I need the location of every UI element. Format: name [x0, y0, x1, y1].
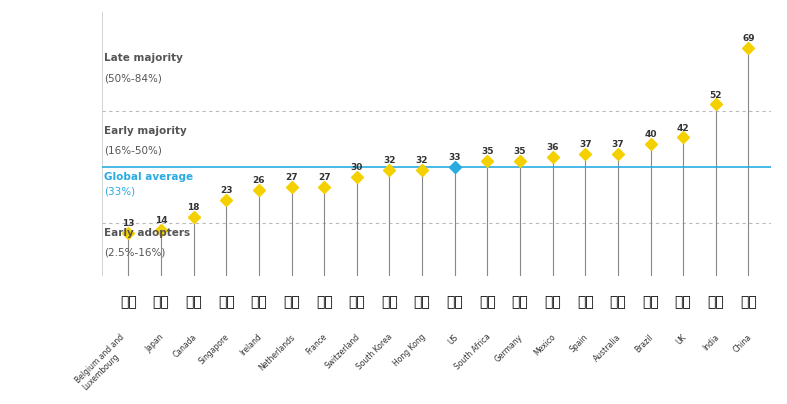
Text: (50%-84%): (50%-84%) [104, 73, 162, 83]
Text: 18: 18 [187, 203, 200, 212]
Text: (2.5%-16%): (2.5%-16%) [104, 248, 165, 258]
Text: 35: 35 [514, 147, 527, 156]
Text: 14: 14 [155, 216, 168, 225]
Text: Hong Kong: Hong Kong [391, 332, 427, 368]
Text: 27: 27 [318, 173, 331, 182]
Text: Global average: Global average [104, 172, 193, 182]
Text: 🇲🇽: 🇲🇽 [545, 295, 561, 309]
Text: Early majority: Early majority [104, 126, 187, 136]
Text: 🇺🇸: 🇺🇸 [446, 295, 463, 309]
Text: Belgium and and
Luxembourg: Belgium and and Luxembourg [73, 332, 133, 392]
Text: Late majority: Late majority [104, 53, 183, 63]
Text: 🇮🇳: 🇮🇳 [708, 295, 724, 309]
Text: 13: 13 [122, 219, 135, 228]
Text: 🇬🇧: 🇬🇧 [674, 295, 692, 309]
Text: 🇩🇪: 🇩🇪 [512, 295, 528, 309]
Text: 40: 40 [645, 130, 657, 139]
Text: 30: 30 [351, 163, 363, 172]
Text: 26: 26 [253, 176, 265, 185]
Text: 🇮🇪: 🇮🇪 [250, 295, 268, 309]
Text: Canada: Canada [172, 332, 198, 360]
Text: 69: 69 [742, 34, 755, 44]
Text: 37: 37 [611, 140, 624, 149]
Text: 🇨🇳: 🇨🇳 [740, 295, 757, 309]
Text: Ireland: Ireland [238, 332, 264, 358]
Text: Switzerland: Switzerland [323, 332, 362, 370]
Text: 42: 42 [677, 124, 689, 133]
Text: 32: 32 [416, 156, 428, 166]
Text: 52: 52 [710, 90, 722, 99]
Text: 37: 37 [579, 140, 592, 149]
Text: 23: 23 [220, 186, 233, 195]
Text: Australia: Australia [592, 332, 623, 363]
Text: 🇸🇬: 🇸🇬 [218, 295, 235, 309]
Text: Early adopters: Early adopters [104, 228, 190, 238]
Text: 🇳🇱: 🇳🇱 [283, 295, 300, 309]
Text: 🇯🇵: 🇯🇵 [153, 295, 169, 309]
Text: Brazil: Brazil [634, 332, 656, 354]
Text: 🇧🇪: 🇧🇪 [120, 295, 137, 309]
Text: 33: 33 [449, 153, 461, 162]
Text: 🇪🇸: 🇪🇸 [577, 295, 593, 309]
Text: Japan: Japan [144, 332, 166, 354]
Text: US: US [446, 332, 460, 346]
Text: 27: 27 [285, 173, 298, 182]
Text: 35: 35 [481, 147, 493, 156]
Text: France: France [305, 332, 329, 357]
Text: Germany: Germany [493, 332, 525, 364]
Text: 36: 36 [546, 143, 559, 152]
Text: (33%): (33%) [104, 187, 135, 197]
Text: Singapore: Singapore [198, 332, 231, 366]
Text: 🇭🇰: 🇭🇰 [414, 295, 430, 309]
Text: 🇨🇦: 🇨🇦 [185, 295, 202, 309]
Text: Spain: Spain [568, 332, 590, 354]
Text: 🇨🇭: 🇨🇭 [349, 295, 365, 309]
Text: (16%-50%): (16%-50%) [104, 146, 162, 156]
Text: 32: 32 [383, 156, 396, 166]
Text: India: India [701, 332, 721, 352]
Text: China: China [731, 332, 753, 354]
Text: Mexico: Mexico [532, 332, 557, 358]
Text: 🇧🇷: 🇧🇷 [642, 295, 659, 309]
Text: South Africa: South Africa [453, 332, 492, 372]
Text: 🇦🇺: 🇦🇺 [609, 295, 626, 309]
Text: 🇰🇷: 🇰🇷 [381, 295, 398, 309]
Text: UK: UK [674, 332, 688, 346]
Text: 🇿🇦: 🇿🇦 [479, 295, 496, 309]
Text: 🇫🇷: 🇫🇷 [316, 295, 333, 309]
Text: South Korea: South Korea [355, 332, 394, 372]
Text: Netherlands: Netherlands [257, 332, 297, 372]
